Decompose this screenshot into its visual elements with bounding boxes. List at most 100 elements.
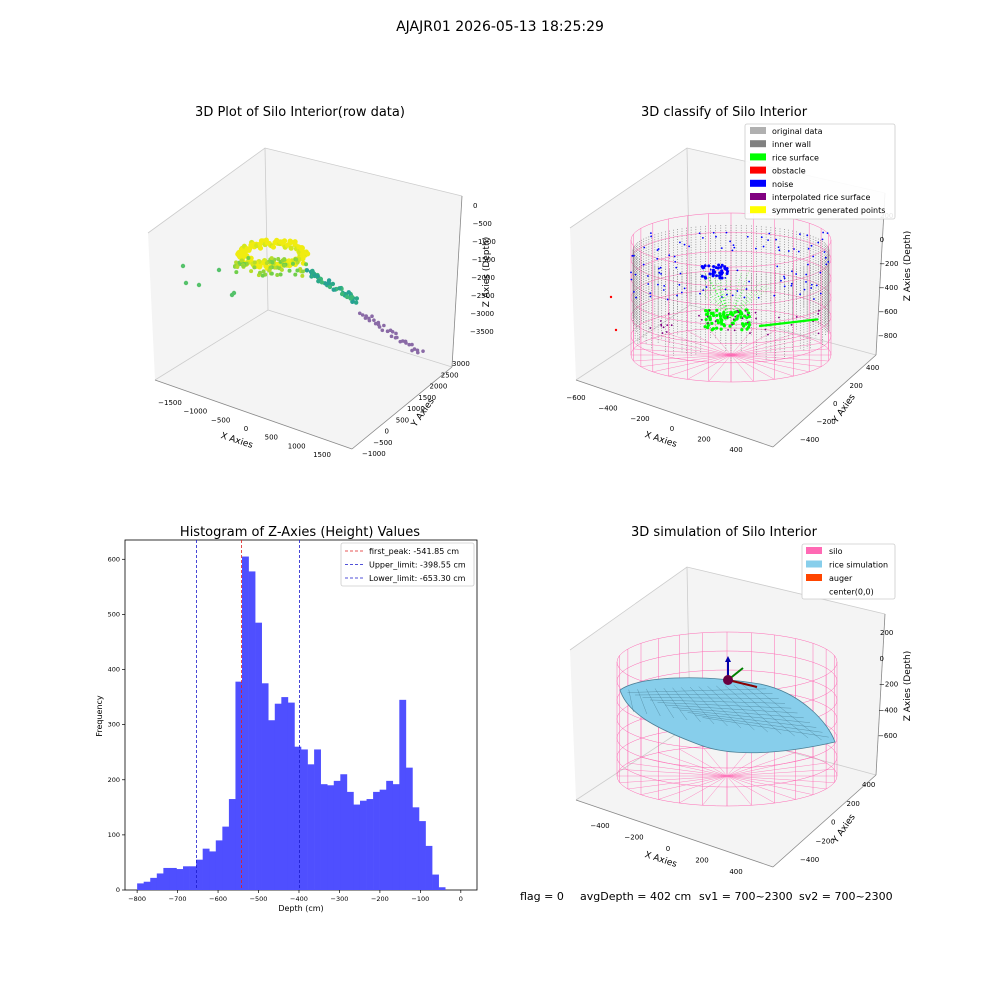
histogram-bar [438,887,446,890]
classify-noise-point [646,275,649,277]
histogram-bar [281,697,289,890]
histogram-bar [307,764,315,890]
classify-rice-point [715,318,720,323]
raw-axes-frame [147,147,463,450]
classify-noise-point [658,267,660,270]
cls-x-tick-label: −400 [598,404,617,412]
histogram-legend: first_peak: -541.85 cm Upper_limit: -398.… [340,542,475,587]
classify-rice-point [708,316,712,321]
classify-rice-point [747,315,751,319]
figure-suptitle: AJAJR01 2026-05-13 18:25:29 [396,19,604,35]
raw-point [261,269,266,274]
classify-legend-swatch [750,206,766,214]
classify-noise-point [775,238,778,241]
simulation-rice-surface [619,677,836,754]
classify-y-axis-label: Y Axies [830,392,858,425]
histogram-bar [333,780,341,890]
classify-rice-point [747,325,751,329]
classify-rice-point [744,322,748,326]
simulation-rice-gridline [702,717,829,738]
histogram-y-tick-label: 500 [108,610,120,618]
classify-interp-point [749,332,751,334]
classify-interp-point [741,317,744,320]
classify-interp-point [744,309,747,312]
sim-y-tick-label: 200 [847,800,860,808]
raw-point [272,265,277,270]
classify-rice-ray [717,271,731,319]
classify-noise-point [755,247,757,250]
histogram-bar [228,799,236,890]
classify-noise-point [707,264,711,268]
classify-rice-point [729,311,733,315]
simulation-legend-label: center(0,0) [829,588,874,597]
classify-silo-spoke [708,354,732,382]
classify-interp-point [698,314,700,317]
raw-point [363,316,368,320]
classify-legend-swatch [750,166,766,174]
sim-x-tick-label: 400 [729,868,742,876]
raw-point [257,270,262,275]
simulation-rice-gridline [707,686,755,731]
classify-noise-point [795,273,798,275]
classify-noise-point [704,276,708,280]
simulation-rice-gridline [698,686,742,729]
simulation-silo-spoke [702,746,728,777]
raw-point [234,270,239,275]
classify-rice-point [715,326,719,330]
raw-y-tick-label: −1000 [362,450,386,458]
classify-noise-point [642,263,645,266]
cls-x-tick-label: −600 [566,394,585,402]
histogram-ref-lines [196,540,300,890]
raw-point [395,335,399,340]
classify-noise-point [656,249,659,251]
classify-noise-point [817,241,820,244]
classify-rice-point [722,322,726,327]
classify-silo-spoke [668,354,732,377]
classify-rice-point [709,311,713,315]
raw-point [252,265,257,270]
simulation-silo-spoke [726,752,796,777]
classify-noise-point [736,290,739,292]
classify-silo-spoke [668,333,732,356]
classify-noise-point [783,285,786,288]
raw-x-tick-label: −500 [211,416,230,424]
classify-noise-point [673,255,676,258]
classify-noise-point [790,284,793,287]
classify-noise-point [783,275,785,278]
raw-point [344,294,350,300]
raw-z-tick-label: −3500 [470,328,494,336]
raw-point [269,256,274,261]
cls-x-tick-label: 400 [729,446,742,454]
classify-noise-point [720,276,724,280]
simulation-silo-spoke [627,762,728,777]
raw-point [331,287,336,292]
classify-interp-point [700,318,703,321]
raw-point [330,281,336,287]
classify-noise-point [630,271,632,274]
raw-point [269,271,274,276]
classify-noise-point [724,277,727,279]
classify-silo-spoke [708,328,732,356]
histogram-x-tick-label: −800 [128,895,146,903]
histogram-x-tick-label: −400 [290,895,308,903]
classify-noise-point [791,270,793,273]
classify-noise-point [719,265,723,269]
panel-simulation-title: 3D simulation of Silo Interior [631,525,818,540]
raw-point [231,290,237,296]
histogram-bar [399,699,407,890]
simulation-rice-gridline [694,714,823,733]
classify-noise-point [793,248,795,250]
classify-noise-point [726,293,728,296]
panel-classify-title: 3D classify of Silo Interior [641,105,808,120]
raw-z-ticks: 0 −500 −1000 −1500 −2000 −2500 −3000 −3500 [470,202,496,336]
classify-rice-point [740,328,744,332]
classify-noise-point [705,286,708,288]
classify-rice-ray [725,274,731,319]
classify-silo-spoke [730,354,810,373]
simulation-y-ticks: −400 −200 0 200 400 [800,781,875,864]
classify-noise-point [675,266,678,269]
classify-interp-point [731,323,734,326]
classify-noise-point [663,285,666,287]
classify-noise-point [780,279,782,282]
histogram-x-tick-label: −700 [169,895,187,903]
